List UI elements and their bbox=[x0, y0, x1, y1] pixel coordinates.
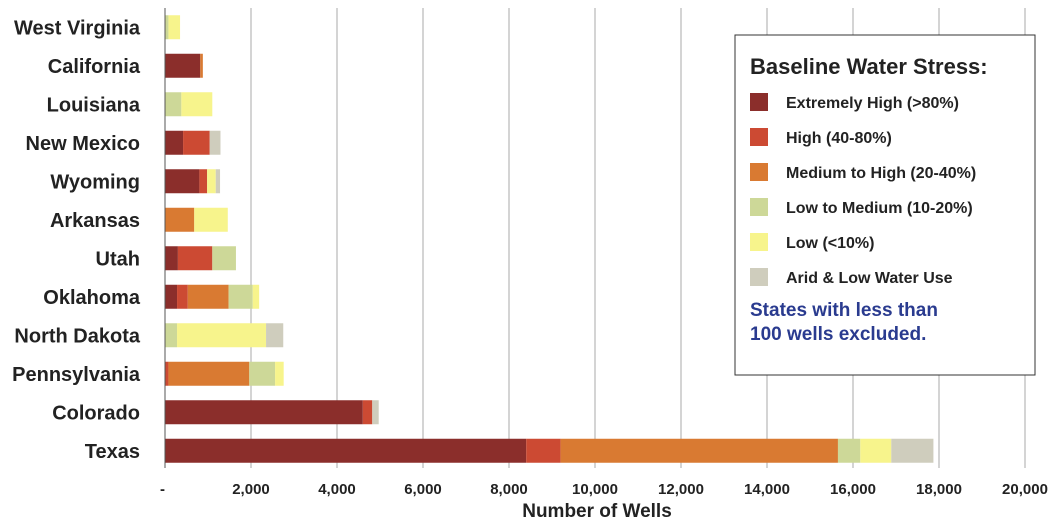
bar-segment bbox=[362, 400, 373, 425]
category-label: New Mexico bbox=[26, 133, 140, 155]
x-tick-label: 4,000 bbox=[318, 481, 356, 498]
bar-segment bbox=[200, 53, 203, 78]
x-tick-label: 14,000 bbox=[744, 481, 790, 498]
bar-segment bbox=[165, 246, 178, 271]
bar-segment bbox=[168, 361, 250, 386]
category-label: West Virginia bbox=[14, 17, 141, 39]
legend-note-line-1: States with less than bbox=[750, 300, 938, 321]
bar-segment bbox=[165, 130, 184, 155]
legend-label: Extremely High (>80%) bbox=[786, 95, 959, 112]
legend-title: Baseline Water Stress: bbox=[750, 54, 988, 79]
bar-segment bbox=[177, 284, 188, 309]
bar-segment bbox=[860, 438, 892, 463]
bar-segment bbox=[177, 323, 267, 348]
bar-segment bbox=[194, 207, 228, 232]
legend-swatch bbox=[750, 93, 768, 111]
category-labels: West Virginia California Louisiana New Mexi… bbox=[12, 17, 141, 463]
legend-label: Low to Medium (10-20%) bbox=[786, 200, 973, 217]
bar-segment bbox=[165, 15, 169, 40]
bar-segment bbox=[209, 130, 221, 155]
bar-segment bbox=[177, 246, 213, 271]
bar-segment bbox=[275, 361, 284, 386]
category-label: Pennsylvania bbox=[12, 364, 141, 386]
x-tick-label: 18,000 bbox=[916, 481, 962, 498]
category-label: Wyoming bbox=[50, 171, 140, 193]
bar-segment bbox=[372, 400, 379, 425]
legend-label: Low (<10%) bbox=[786, 235, 874, 252]
bar-segment bbox=[183, 130, 210, 155]
bar-segment bbox=[199, 169, 208, 194]
category-label: Texas bbox=[85, 441, 140, 463]
legend-box bbox=[734, 34, 1036, 376]
bar-segment bbox=[215, 169, 221, 194]
x-tick-label: 16,000 bbox=[830, 481, 876, 498]
category-label: California bbox=[48, 56, 141, 78]
x-tick-label: 20,000 bbox=[1002, 481, 1048, 498]
x-tick-label: 12,000 bbox=[658, 481, 704, 498]
category-label: Utah bbox=[96, 248, 140, 270]
category-label: Louisiana bbox=[47, 94, 141, 116]
bar-segment bbox=[228, 284, 253, 309]
bar-segment bbox=[526, 438, 561, 463]
x-tick-label: 8,000 bbox=[490, 481, 528, 498]
x-tick-labels: - 2,000 4,000 6,000 8,000 10,000 12,000 14,000 1… bbox=[160, 481, 1048, 498]
category-label: Colorado bbox=[52, 402, 140, 424]
bar-segment bbox=[165, 284, 178, 309]
legend-note-line-2: 100 wells excluded. bbox=[750, 324, 926, 345]
x-axis-title: Number of Wells bbox=[522, 501, 672, 522]
legend-label: Arid & Low Water Use bbox=[786, 270, 953, 287]
bar-segment bbox=[165, 53, 201, 78]
bar-segment bbox=[266, 323, 284, 348]
bar-segment bbox=[187, 284, 229, 309]
legend-swatch bbox=[750, 233, 768, 251]
bar-segment bbox=[207, 169, 216, 194]
legend-items: Extremely High (>80%) High (40-80%) Medium… bbox=[750, 93, 976, 287]
category-label: Arkansas bbox=[50, 210, 140, 232]
x-tick-label: - bbox=[160, 481, 165, 498]
category-label: North Dakota bbox=[14, 325, 140, 347]
bar-segment bbox=[165, 438, 527, 463]
x-tick-label: 6,000 bbox=[404, 481, 442, 498]
bars bbox=[165, 15, 934, 463]
bar-segment bbox=[165, 169, 200, 194]
category-label: Oklahoma bbox=[43, 287, 141, 309]
bar-segment bbox=[168, 15, 181, 40]
bar-segment bbox=[165, 323, 178, 348]
bar-segment bbox=[837, 438, 861, 463]
legend-label: High (40-80%) bbox=[786, 130, 892, 147]
legend-swatch bbox=[750, 163, 768, 181]
bar-segment bbox=[249, 361, 276, 386]
bar-segment bbox=[165, 207, 195, 232]
x-tick-label: 10,000 bbox=[572, 481, 618, 498]
bar-segment bbox=[165, 92, 182, 117]
legend-swatch bbox=[750, 198, 768, 216]
bar-segment bbox=[252, 284, 260, 309]
bar-segment bbox=[165, 361, 169, 386]
legend-swatch bbox=[750, 128, 768, 146]
bar-segment bbox=[560, 438, 838, 463]
bar-segment bbox=[891, 438, 934, 463]
bar-segment bbox=[181, 92, 213, 117]
legend: Baseline Water Stress: Extremely High (>… bbox=[734, 34, 1036, 376]
bar-segment bbox=[165, 400, 363, 425]
x-tick-label: 2,000 bbox=[232, 481, 270, 498]
legend-label: Medium to High (20-40%) bbox=[786, 165, 976, 182]
legend-swatch bbox=[750, 268, 768, 286]
bar-segment bbox=[212, 246, 236, 271]
